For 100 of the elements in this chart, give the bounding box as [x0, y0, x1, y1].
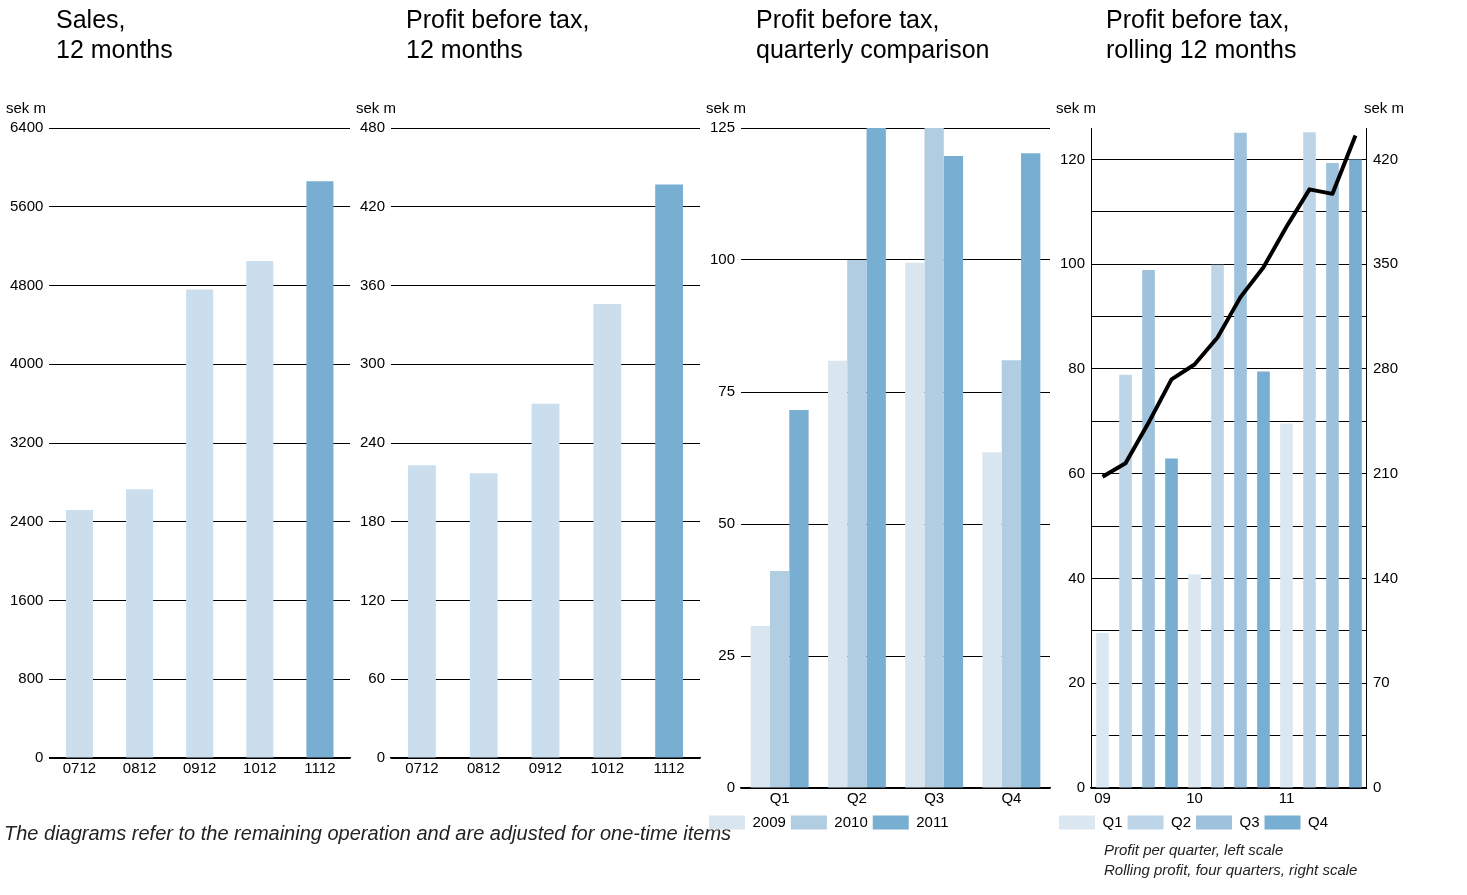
y-tick-label: 60	[1068, 463, 1086, 481]
y-tick-label: 0	[1076, 778, 1086, 796]
y-tick-label: 480	[360, 118, 386, 136]
bar	[246, 260, 274, 758]
y-tick-label: 25	[718, 646, 736, 664]
bar	[531, 403, 560, 758]
x-tick-label: 0712	[62, 759, 97, 777]
legend-label: Q2	[1171, 812, 1192, 830]
y-tick-label: 420	[360, 196, 386, 214]
y2-tick-label: 420	[1372, 149, 1398, 167]
y-tick-label: 3200	[9, 433, 44, 451]
y-tick-label: 180	[360, 511, 386, 529]
x-tick-label: 1112	[653, 759, 685, 777]
y-tick-label: 80	[1068, 359, 1086, 377]
x-tick-label: 0812	[122, 759, 157, 777]
y-axis-title: sek m	[6, 98, 47, 116]
y-tick-label: 6400	[9, 118, 44, 136]
y-tick-label: 2400	[9, 511, 44, 529]
bar	[750, 625, 770, 788]
bar	[1142, 269, 1155, 788]
x-tick-label: 0712	[405, 759, 439, 777]
text: Profit per quarter, left scale	[1104, 840, 1285, 860]
bar	[1303, 132, 1316, 788]
chart-title: Profit before tax, 12 months	[405, 4, 591, 65]
y-tick-label: 100	[710, 250, 736, 268]
y-tick-label: 120	[1060, 149, 1086, 167]
bar	[1188, 574, 1201, 788]
y-tick-label: 0	[726, 778, 736, 796]
y-tick-label: 60	[368, 669, 386, 687]
bar	[655, 184, 684, 758]
legend-label: 2010	[834, 812, 868, 830]
legend-label: Q3	[1239, 812, 1260, 830]
bar	[1326, 163, 1339, 788]
bar	[186, 289, 214, 758]
x-tick-label: 0912	[183, 759, 217, 777]
y-tick-label: 100	[1060, 254, 1086, 272]
bar	[126, 489, 154, 758]
bar	[1001, 360, 1022, 788]
y-axis-title: sek m	[706, 98, 747, 116]
text: Rolling profit, four quarters, right scale	[1104, 859, 1359, 879]
y-tick-label: 300	[360, 354, 386, 372]
bar	[1234, 132, 1247, 788]
bar	[982, 452, 1002, 788]
bar	[469, 473, 498, 758]
y-tick-label: 75	[718, 382, 736, 400]
x-tick-label: 0812	[467, 759, 501, 777]
y2-tick-label: 70	[1372, 673, 1390, 691]
x-tick-label: Q4	[1001, 789, 1022, 807]
bar	[905, 262, 925, 788]
bar	[789, 409, 809, 788]
y-tick-label: 4800	[9, 275, 44, 293]
y-tick-label: 125	[710, 118, 736, 136]
y2-tick-label: 350	[1372, 254, 1398, 272]
x-tick-label: Q3	[924, 789, 945, 807]
y-tick-label: 5600	[9, 196, 44, 214]
y-axis-title: sek m	[1056, 98, 1097, 116]
x-tick-label: 1012	[243, 759, 277, 777]
bar	[306, 181, 334, 758]
bar	[847, 260, 867, 788]
bar	[1096, 632, 1109, 788]
x-tick-label: Q1	[769, 789, 790, 807]
text: The diagrams refer to the remaining operation and are adjusted for one-time items	[4, 821, 732, 846]
bar	[1349, 159, 1362, 788]
bar	[1211, 264, 1224, 788]
x-tick-label: 09	[1094, 789, 1111, 807]
x-tick-label: 1012	[590, 759, 624, 777]
y-tick-label: 0	[35, 748, 44, 766]
y-tick-label: 240	[360, 433, 386, 451]
bar	[65, 509, 93, 758]
y2-tick-label: 280	[1372, 359, 1398, 377]
y-tick-label: 800	[18, 669, 44, 687]
bar	[593, 303, 622, 758]
x-tick-label: 10	[1186, 789, 1203, 807]
bar	[827, 360, 848, 788]
x-tick-label: 1112	[304, 759, 336, 777]
legend-label: Q4	[1308, 812, 1329, 830]
bar	[943, 155, 964, 788]
y-tick-label: 40	[1068, 568, 1086, 586]
bar	[1021, 153, 1041, 788]
y-tick-label: 1600	[9, 590, 44, 608]
y-tick-label: 4000	[9, 354, 44, 372]
x-tick-label: 11	[1278, 789, 1295, 807]
legend-label: 2011	[916, 812, 949, 830]
y-tick-label: 50	[718, 514, 736, 532]
chart-title: Sales, 12 months	[55, 4, 174, 65]
y-tick-label: 20	[1068, 673, 1086, 691]
legend-label: 2009	[752, 812, 786, 830]
y-tick-label: 120	[360, 590, 386, 608]
x-tick-label: 0912	[528, 759, 563, 777]
chart-title: Profit before tax, quarterly comparison	[755, 4, 991, 65]
y2-tick-label: 0	[1372, 778, 1382, 796]
y-axis-title: sek m	[356, 98, 397, 116]
y2-tick-label: 210	[1372, 463, 1398, 481]
y-tick-label: 360	[360, 275, 386, 293]
y2-axis-title: sek m	[1363, 98, 1404, 116]
legend-label: Q1	[1102, 812, 1123, 830]
bar	[1257, 371, 1270, 788]
bar	[1119, 374, 1132, 788]
bar	[1280, 423, 1293, 788]
y2-tick-label: 140	[1372, 568, 1398, 586]
